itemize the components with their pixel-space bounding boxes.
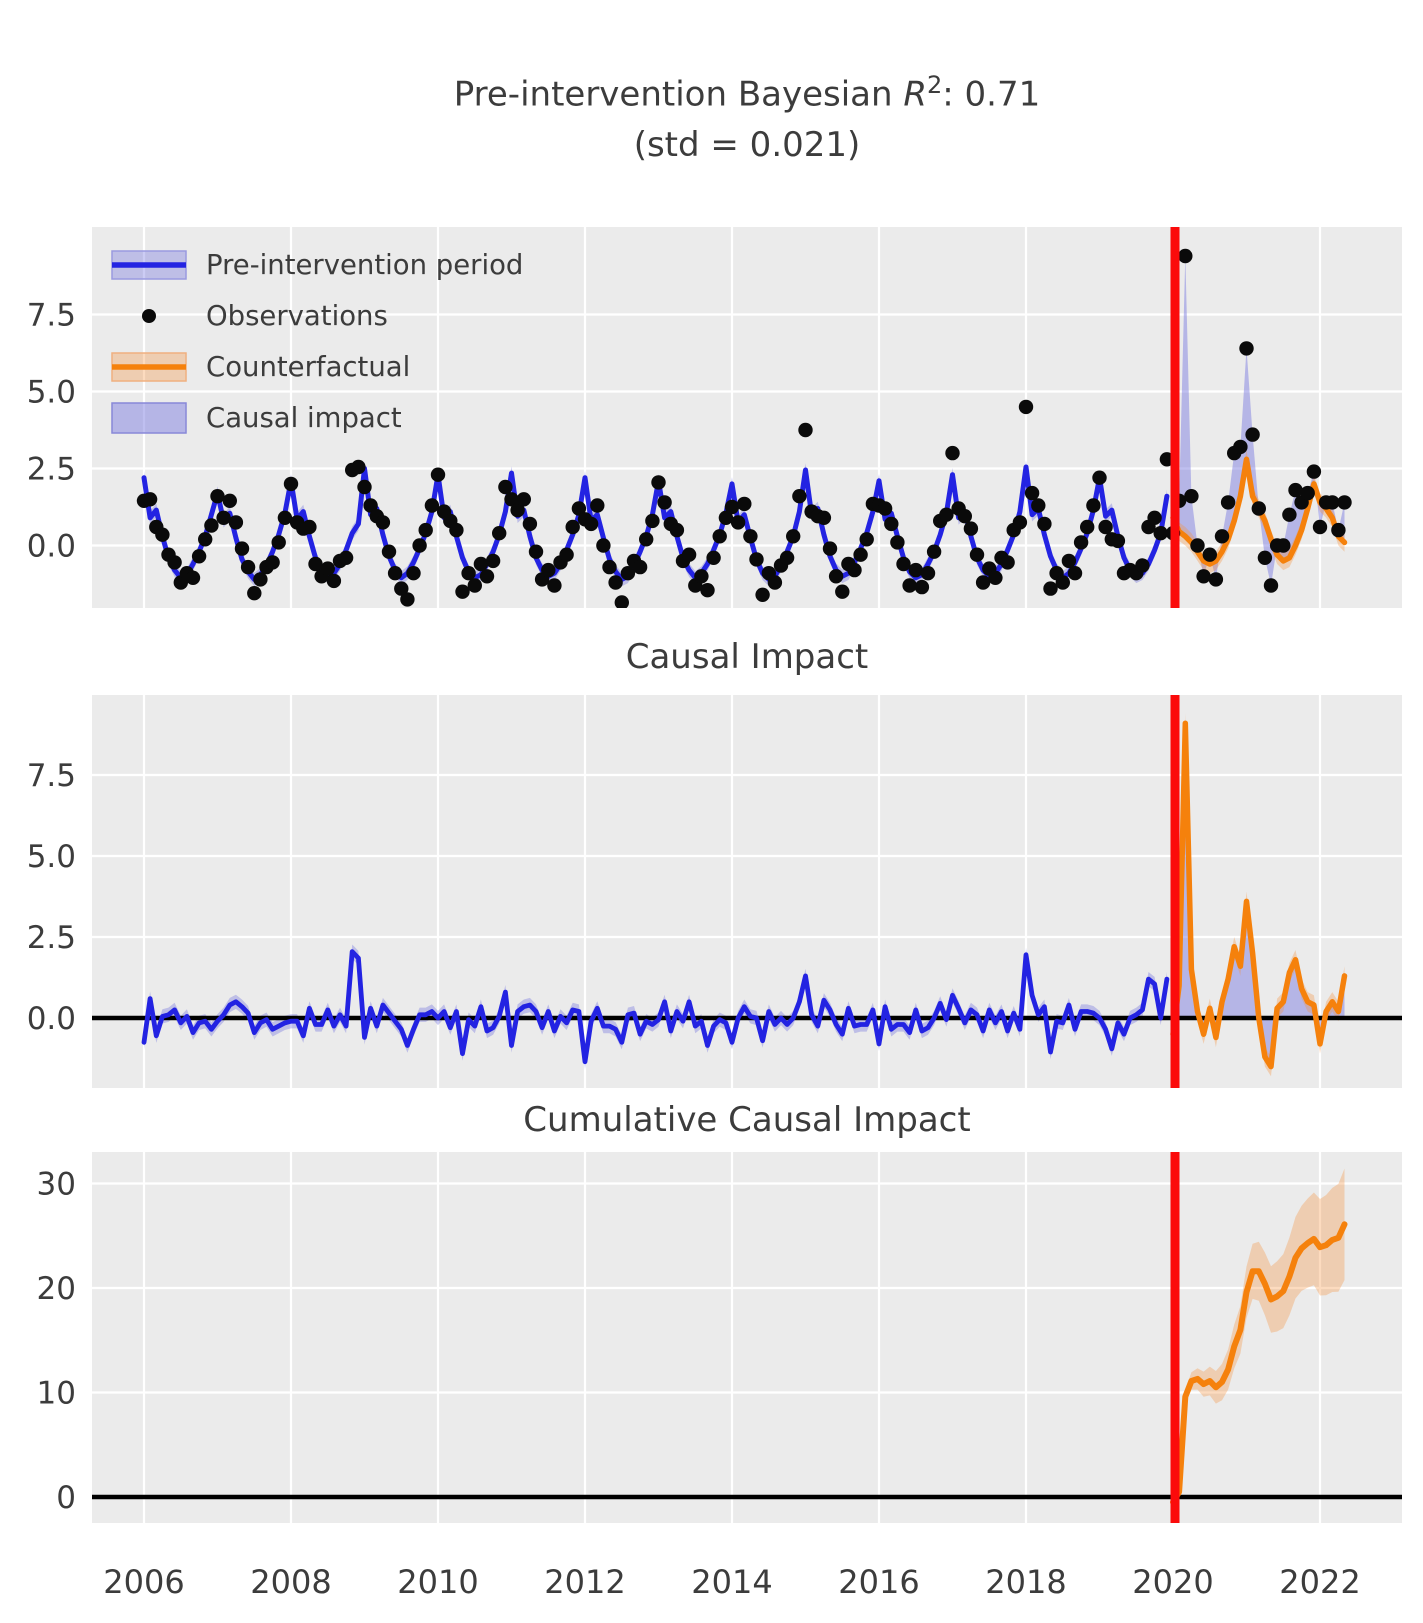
- cumulative-impact-title: Cumulative Causal Impact: [523, 1100, 971, 1140]
- figure-title-line1: Pre-intervention Bayesian R2: 0.71: [453, 71, 1041, 115]
- y-tick-label: 10: [37, 1375, 76, 1411]
- x-tick-label: 2010: [397, 1563, 478, 1601]
- figure-title: Pre-intervention Bayesian R2: 0.71 (std …: [92, 68, 1402, 170]
- pointwise-impact-pre-line: [141, 949, 1170, 1065]
- pointwise-impact-post-line: [1170, 720, 1348, 1070]
- y-tick-label: 2.5: [27, 451, 76, 487]
- x-tick-label: 2018: [985, 1563, 1066, 1601]
- legend-label: Causal impact: [206, 402, 402, 434]
- impact-patch-swatch-icon: [111, 402, 187, 434]
- observation-dots: [136, 248, 1352, 608]
- y-tick-label: 7.5: [27, 758, 76, 794]
- panel-cumulative_impact: 0 10 20 30: [37, 1152, 1402, 1523]
- panel-background: [92, 1152, 1402, 1523]
- legend-item: Observations: [142, 300, 388, 332]
- legend-label: Observations: [206, 300, 388, 332]
- x-tick-label: 2012: [544, 1563, 625, 1601]
- pointwise-impact-title: Causal Impact: [625, 637, 869, 677]
- y-tick-label: 5.0: [27, 374, 76, 410]
- legend: Pre-intervention period Observations Count…: [111, 249, 523, 434]
- x-tick-label: 2006: [103, 1563, 184, 1601]
- legend-label: Pre-intervention period: [206, 249, 523, 281]
- legend-item: Causal impact: [111, 402, 402, 434]
- y-tick-label: 0.0: [27, 528, 76, 564]
- y-tick-label: 0: [56, 1480, 76, 1516]
- legend-item: Counterfactual: [111, 351, 410, 383]
- r-squared-symbol: R: [903, 74, 927, 115]
- y-tick-label: 0.0: [27, 1001, 76, 1037]
- x-tick-label: 2020: [1132, 1563, 1213, 1601]
- cumulative-impact-line: [1170, 1221, 1348, 1506]
- y-tick-label: 20: [37, 1271, 76, 1307]
- observation-dot-swatch-icon: [142, 309, 156, 323]
- y-tick-label: 30: [37, 1166, 76, 1202]
- x-tick-label: 2016: [838, 1563, 919, 1601]
- panel-observed: 0.0 2.5 5.0 7.5: [27, 227, 1402, 608]
- y-tick-label: 2.5: [27, 920, 76, 956]
- x-axis-labels: 2006 2008 2010 2012 2014 2016 2018 2020 2022: [103, 1563, 1360, 1601]
- y-tick-label: 5.0: [27, 839, 76, 875]
- x-tick-label: 2022: [1279, 1563, 1360, 1601]
- y-tick-label: 7.5: [27, 297, 76, 333]
- panel-pointwise_impact: 0.0 2.5 5.0 7.5: [27, 695, 1402, 1088]
- legend-label: Counterfactual: [206, 351, 410, 383]
- x-tick-label: 2014: [691, 1563, 772, 1601]
- figure-title-line2: (std = 0.021): [633, 124, 861, 165]
- x-tick-label: 2008: [250, 1563, 331, 1601]
- legend-item: Pre-intervention period: [111, 249, 523, 281]
